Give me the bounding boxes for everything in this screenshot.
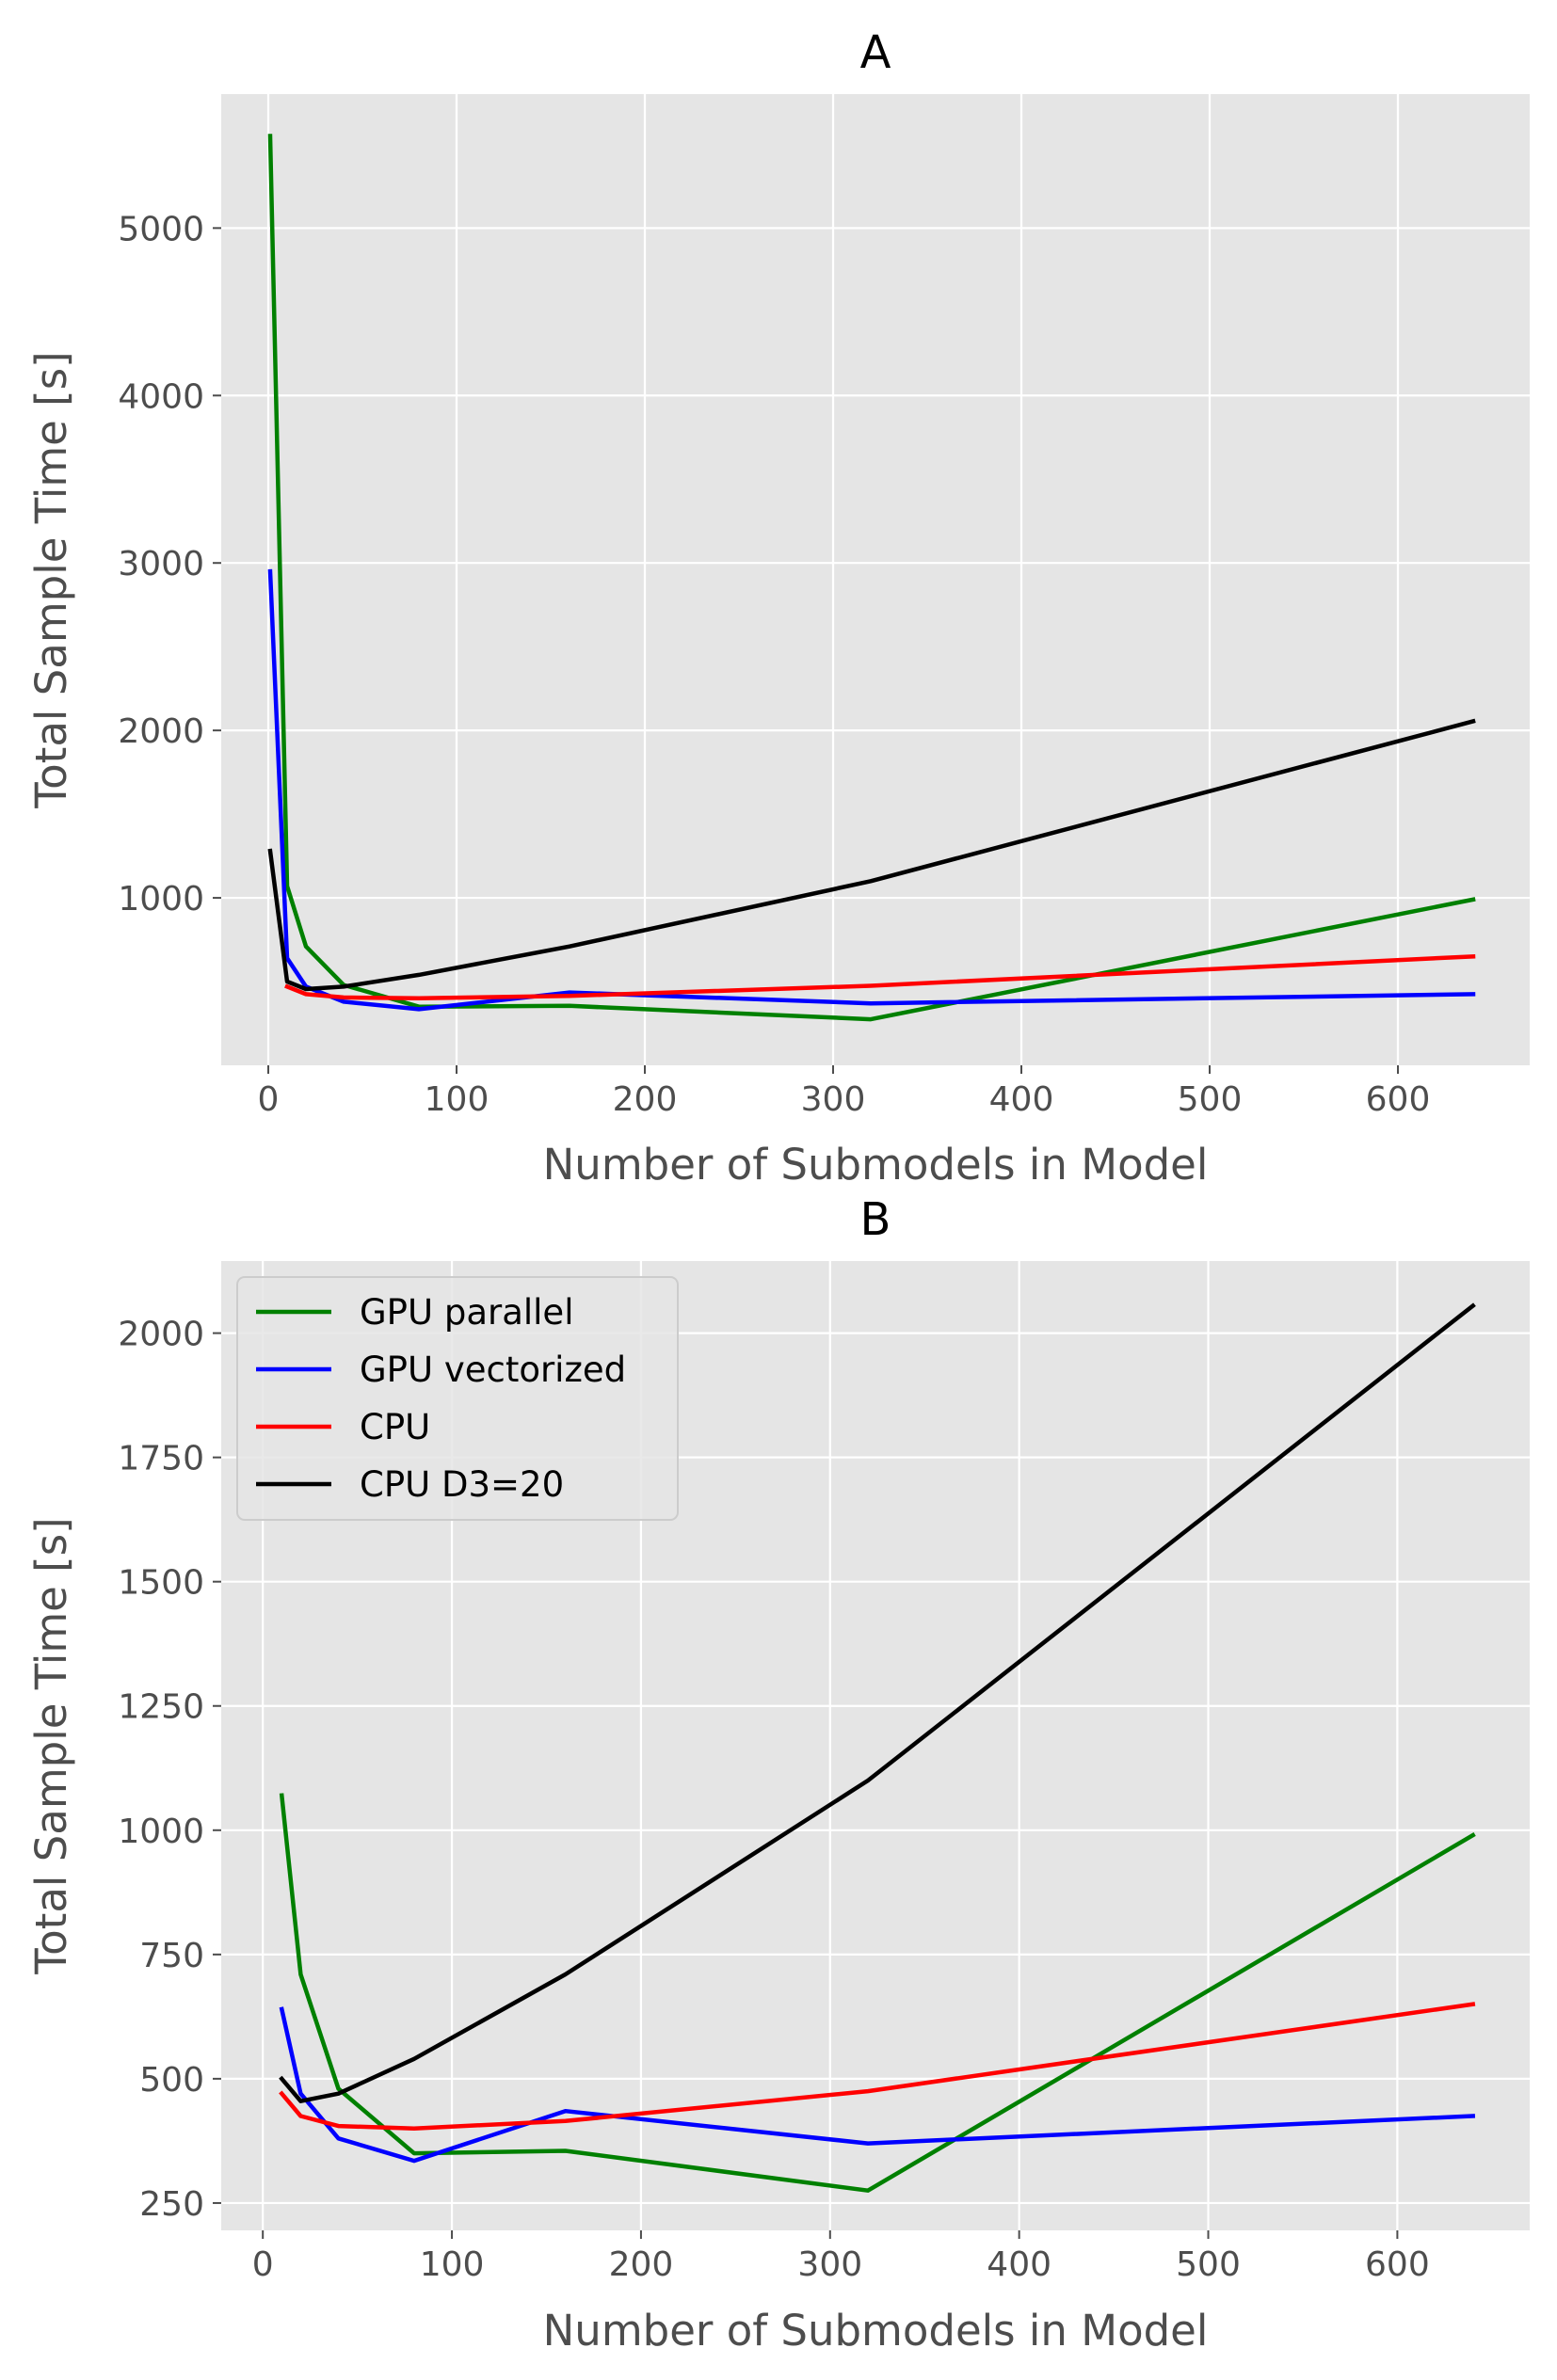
series-line-cpu [284,953,1476,1001]
legend-label: CPU [360,1407,430,1447]
x-tick-label: 100 [420,2245,485,2284]
legend-label: CPU D3=20 [360,1464,564,1505]
x-tick-label: 500 [1178,1080,1243,1119]
chart-title: B [860,1193,891,1246]
y-tick-label: 250 [139,2185,204,2224]
x-tick-label: 300 [801,1080,866,1119]
legend-label: GPU parallel [360,1292,573,1333]
x-tick-label: 400 [987,2245,1051,2284]
x-tick-label: 400 [989,1080,1054,1119]
y-axis-label: Total Sample Time [s] [26,1517,76,1974]
y-tick-label: 2000 [118,712,204,751]
x-axis-label: Number of Submodels in Model [543,2306,1209,2356]
series-line-gpu-parallel [279,1793,1476,2193]
y-tick-label: 4000 [118,377,204,416]
y-tick-label: 5000 [118,210,204,248]
series-line-cpu-d3-20 [267,718,1476,992]
chart-title: A [860,26,891,79]
legend: GPU parallel GPU vectorized CPU CPU D3=20 [236,1276,679,1521]
x-axis-label: Number of Submodels in Model [543,1140,1209,1190]
x-tick-label: 200 [609,2245,674,2284]
y-tick-label: 500 [139,2061,204,2100]
y-tick-label: 1000 [118,1813,204,1851]
x-tick-label: 0 [258,1080,280,1119]
x-tick-label: 0 [252,2245,274,2284]
y-tick-label: 1000 [118,880,204,918]
legend-box [236,1276,679,1521]
x-tick-label: 100 [425,1080,490,1119]
x-tick-label: 300 [797,2245,862,2284]
x-tick-label: 500 [1176,2245,1241,2284]
panel-b: 0 100 200 300 400 500 600 250 500 750 1000 1250 1500… [26,1193,1530,2356]
y-tick-label: 750 [139,1937,204,1975]
series-line-cpu-d3-20 [279,1302,1476,2103]
panel-a: 0 100 200 300 400 500 600 1000 2000 3000 4000 5000 A… [26,26,1530,1190]
series-line-gpu-vectorized [279,2006,1476,2164]
legend-label: GPU vectorized [360,1350,626,1390]
series-line-gpu-vectorized [267,568,1476,1012]
x-tick-label: 200 [613,1080,678,1119]
y-tick-label: 3000 [118,545,204,583]
series-line-cpu [279,2002,1476,2131]
y-tick-label: 2000 [118,1316,204,1354]
x-tick-label: 600 [1365,2245,1430,2284]
y-tick-label: 1750 [118,1440,204,1478]
plot-area [221,94,1530,1065]
y-tick-label: 1250 [118,1688,204,1727]
y-axis-label: Total Sample Time [s] [26,351,76,808]
x-tick-label: 600 [1366,1080,1431,1119]
y-tick-label: 1500 [118,1564,204,1603]
